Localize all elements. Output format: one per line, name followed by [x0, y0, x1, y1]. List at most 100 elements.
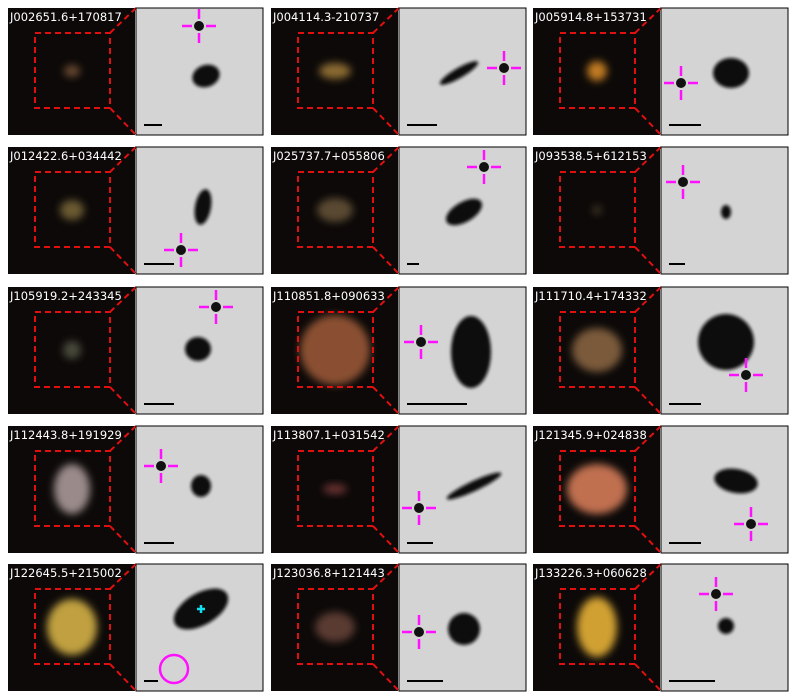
zoom-box: [559, 171, 636, 248]
zoom-box: [297, 588, 374, 665]
source: [746, 519, 756, 529]
crosshair: [402, 615, 436, 649]
zoom-line: [634, 146, 662, 173]
source: [176, 245, 186, 255]
color-source: [592, 205, 602, 215]
zoom-line: [109, 286, 137, 313]
zoom-line: [372, 386, 400, 415]
color-source: [587, 61, 607, 81]
galaxy: [446, 472, 502, 500]
zoom-box: [297, 450, 374, 527]
panel-label: J004114.3-210737: [272, 10, 379, 24]
galaxy: [439, 61, 479, 85]
zoom-box: [34, 32, 111, 109]
panel-label: J002651.6+170817: [9, 10, 122, 24]
galaxy: [191, 475, 211, 497]
panel-label: J133226.3+060628: [534, 566, 647, 580]
zoom-box: [34, 311, 111, 388]
crosshair: [729, 358, 763, 392]
zoom-line: [372, 7, 400, 34]
zoom-line: [634, 286, 662, 313]
zoom-line: [634, 525, 662, 554]
crosshair: [699, 577, 733, 611]
zoom-line: [109, 7, 137, 34]
crosshair: [467, 150, 501, 184]
panel: J113807.1+031542: [271, 425, 527, 554]
color-source: [317, 198, 353, 222]
zoom-line: [372, 663, 400, 692]
zoom-line: [634, 663, 662, 692]
color-source: [577, 597, 617, 657]
galaxy: [448, 613, 480, 645]
zoom-box: [34, 588, 111, 665]
color-source: [315, 612, 355, 642]
zoom-line: [372, 425, 400, 452]
zoom-box: [297, 171, 374, 248]
zoom-line: [109, 107, 137, 136]
zoom-line: [109, 425, 137, 452]
panel: J121345.9+024838: [533, 425, 789, 554]
panel: J004114.3-210737: [271, 7, 527, 136]
galaxy: [698, 314, 754, 370]
color-source: [319, 63, 351, 79]
panel-label: J005914.8+153731: [534, 10, 647, 24]
color-source: [63, 341, 81, 359]
galaxy: [713, 58, 749, 88]
galaxy: [451, 316, 491, 388]
panel-label: J105919.2+243345: [9, 289, 122, 303]
zoom-line: [634, 7, 662, 34]
zoom-line: [372, 146, 400, 173]
panel-label: J123036.8+121443: [272, 566, 385, 580]
position-circle: [158, 653, 190, 685]
panel-label: J113807.1+031542: [272, 428, 385, 442]
zoom-line: [372, 107, 400, 136]
source: [416, 337, 426, 347]
zoom-box: [297, 32, 374, 109]
color-source: [64, 65, 80, 77]
zoom-line: [109, 246, 137, 275]
panel-label: J122645.5+215002: [9, 566, 122, 580]
panel-label: J112443.8+191929: [9, 428, 122, 442]
galaxy: [714, 468, 758, 494]
source: [156, 461, 166, 471]
zoom-box: [559, 588, 636, 665]
color-source: [54, 464, 90, 514]
zoom-box: [297, 311, 374, 388]
source: [211, 302, 221, 312]
zoom-line: [109, 563, 137, 590]
zoom-line: [634, 246, 662, 275]
color-source: [300, 315, 370, 385]
source: [678, 177, 688, 187]
zoom-line: [109, 663, 137, 692]
panel: J122645.5+215002: [8, 563, 264, 692]
crosshair: [487, 51, 521, 85]
panel: J112443.8+191929: [8, 425, 264, 554]
panel-label: J025737.7+055806: [272, 149, 385, 163]
source: [479, 162, 489, 172]
center-cross: [197, 605, 205, 613]
crosshair: [402, 491, 436, 525]
galaxy: [718, 618, 734, 634]
crosshair: [734, 507, 768, 541]
source: [194, 21, 204, 31]
panel: J025737.7+055806: [271, 146, 527, 275]
zoom-line: [372, 286, 400, 313]
crosshair: [199, 290, 233, 324]
panel: J133226.3+060628: [533, 563, 789, 692]
galaxy: [194, 189, 212, 225]
zoom-line: [109, 146, 137, 173]
color-source: [60, 200, 84, 220]
panel-label: J093538.5+612153: [534, 149, 647, 163]
zoom-line: [634, 386, 662, 415]
color-source: [47, 599, 97, 655]
color-source: [572, 328, 622, 372]
panel: J105919.2+243345: [8, 286, 264, 415]
galaxy: [445, 198, 483, 226]
source: [676, 78, 686, 88]
crosshair: [144, 449, 178, 483]
panel: J012422.6+034442: [8, 146, 264, 275]
gray-image: [135, 563, 264, 692]
zoom-line: [634, 563, 662, 590]
source: [711, 589, 721, 599]
